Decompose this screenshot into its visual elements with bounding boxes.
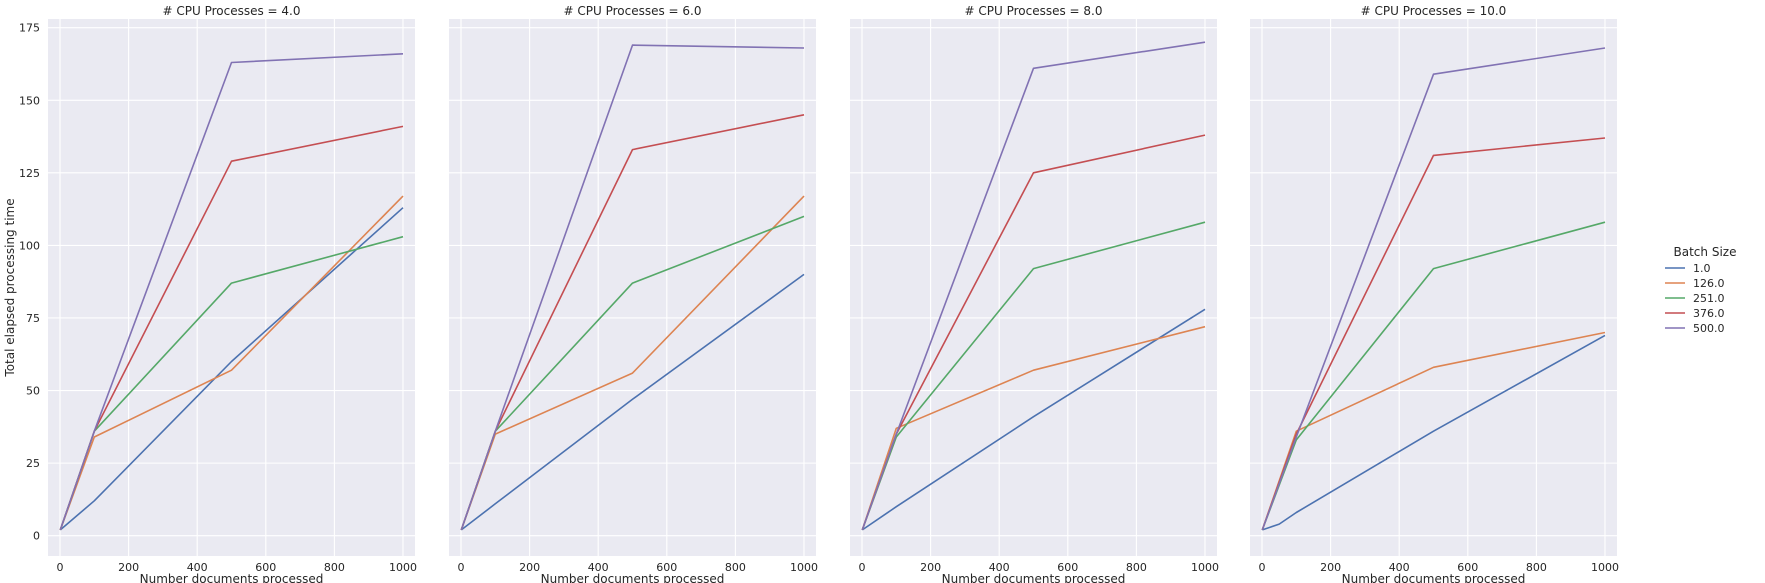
- x-tick-label: 1000: [790, 561, 818, 574]
- facet-panel-1: # CPU Processes = 4.00 200 400 600 800 1000Nu…: [19, 4, 417, 583]
- x-tick-label: 800: [1126, 561, 1147, 574]
- facet-title: # CPU Processes = 4.0: [162, 4, 300, 18]
- x-tick-label: 1000: [1191, 561, 1219, 574]
- y-tick-label: 100: [19, 239, 40, 252]
- series-line-500-0: [1261, 47, 1606, 531]
- y-tick-label: 75: [26, 312, 40, 325]
- y-tick-label: 175: [19, 22, 40, 35]
- x-tick-label: 200: [519, 561, 540, 574]
- y-tick-label: 0: [33, 530, 40, 543]
- x-tick-label: 200: [1320, 561, 1341, 574]
- x-tick-label: 400: [187, 561, 208, 574]
- panel-background: [1250, 19, 1617, 556]
- y-tick-label: 150: [19, 94, 40, 107]
- facet-panel-2: # CPU Processes = 6.0 0 200 400 600 800 1000 Nu…: [449, 4, 818, 583]
- y-axis-label: Total elapsed processing time: [3, 198, 17, 377]
- y-tick-label: 125: [19, 167, 40, 180]
- x-tick-label: 800: [324, 561, 345, 574]
- legend-label: 500.0: [1693, 322, 1725, 335]
- x-tick-label: 200: [920, 561, 941, 574]
- panel-background: [850, 19, 1217, 556]
- series-line-1-0: [861, 308, 1206, 531]
- panel-background: [48, 19, 415, 556]
- series-line-1-0: [1262, 334, 1606, 531]
- facet-title: # CPU Processes = 8.0: [964, 4, 1102, 18]
- y-tick-label: 25: [26, 457, 40, 470]
- x-axis-label: Number documents processed: [1342, 572, 1526, 583]
- series-line-1-0: [460, 273, 805, 531]
- series-line-126-0: [861, 325, 1206, 531]
- x-tick-label: 1000: [389, 561, 417, 574]
- x-tick-label: 400: [588, 561, 609, 574]
- x-tick-label: 800: [725, 561, 746, 574]
- facet-title: # CPU Processes = 6.0: [563, 4, 701, 18]
- legend: Batch Size 1.0 126.0 251.0 376.0 500.0: [1665, 245, 1736, 335]
- legend-label: 1.0: [1693, 262, 1711, 275]
- series-line-500-0: [861, 41, 1206, 531]
- x-tick-label: 600: [1057, 561, 1078, 574]
- x-axis-label: Number documents processed: [541, 572, 725, 583]
- facet-title: # CPU Processes = 10.0: [1361, 4, 1507, 18]
- series-line-500-0: [460, 44, 805, 531]
- legend-label: 376.0: [1693, 307, 1725, 320]
- legend-title: Batch Size: [1674, 245, 1737, 259]
- x-axis-label: Number documents processed: [942, 572, 1126, 583]
- series-line-500-0: [59, 53, 404, 531]
- x-tick-label: 1000: [1591, 561, 1619, 574]
- x-tick-label: 400: [989, 561, 1010, 574]
- x-tick-label: 0: [859, 561, 866, 574]
- x-axis-label: Number documents processed: [140, 572, 324, 583]
- facet-panel-4: # CPU Processes = 10.0 0 200 400 600 800 1000 N…: [1250, 4, 1619, 583]
- facet-panel-3: # CPU Processes = 8.0 0 200 400 600 800 1000 Nu…: [850, 4, 1219, 583]
- legend-label: 251.0: [1693, 292, 1725, 305]
- legend-label: 126.0: [1693, 277, 1725, 290]
- x-tick-label: 600: [255, 561, 276, 574]
- y-tick-label: 50: [26, 385, 40, 398]
- x-tick-label: 600: [1457, 561, 1478, 574]
- series-line-1-0: [59, 207, 404, 531]
- series-line-126-0: [59, 195, 404, 531]
- x-tick-label: 0: [1259, 561, 1266, 574]
- x-tick-label: 200: [118, 561, 139, 574]
- x-tick-label: 0: [57, 561, 64, 574]
- x-tick-label: 800: [1526, 561, 1547, 574]
- x-tick-label: 600: [656, 561, 677, 574]
- x-tick-label: 0: [458, 561, 465, 574]
- x-tick-label: 400: [1389, 561, 1410, 574]
- panel-background: [449, 19, 816, 556]
